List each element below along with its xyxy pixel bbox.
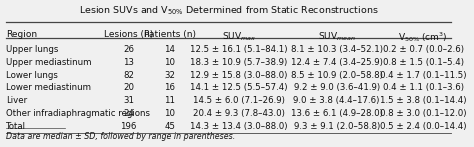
Text: 10: 10 — [164, 58, 175, 67]
Text: 14.1 ± 12.5 (5.5–57.4): 14.1 ± 12.5 (5.5–57.4) — [190, 83, 288, 92]
Text: Other infradiaphragmatic regions: Other infradiaphragmatic regions — [6, 109, 150, 118]
Text: 14.5 ± 6.0 (7.1–26.9): 14.5 ± 6.0 (7.1–26.9) — [193, 96, 285, 105]
Text: Lesion SUVs and V$_{50\%}$ Determined from Static Reconstructions: Lesion SUVs and V$_{50\%}$ Determined fr… — [79, 5, 378, 17]
Text: 13: 13 — [123, 58, 134, 67]
Text: 0.8 ± 3.0 (0.1–12.0): 0.8 ± 3.0 (0.1–12.0) — [380, 109, 466, 118]
Text: Upper mediastinum: Upper mediastinum — [6, 58, 91, 67]
Text: 20.4 ± 9.3 (7.8–43.0): 20.4 ± 9.3 (7.8–43.0) — [193, 109, 285, 118]
Text: 8.1 ± 10.3 (3.4–52.1): 8.1 ± 10.3 (3.4–52.1) — [291, 45, 383, 54]
Text: 14.3 ± 13.4 (3.0–88.0): 14.3 ± 13.4 (3.0–88.0) — [190, 122, 288, 131]
Text: Data are median ± SD, followed by range in parentheses.: Data are median ± SD, followed by range … — [6, 132, 235, 141]
Text: 12.5 ± 16.1 (5.1–84.1): 12.5 ± 16.1 (5.1–84.1) — [190, 45, 288, 54]
Text: 12.4 ± 7.4 (3.4–25.9): 12.4 ± 7.4 (3.4–25.9) — [291, 58, 383, 67]
Text: SUV$_{mean}$: SUV$_{mean}$ — [318, 30, 356, 43]
Text: 9.3 ± 9.1 (2.0–58.8): 9.3 ± 9.1 (2.0–58.8) — [293, 122, 380, 131]
Text: 14: 14 — [164, 45, 175, 54]
Text: 31: 31 — [123, 96, 134, 105]
Text: 11: 11 — [164, 96, 175, 105]
Text: Lesions (n): Lesions (n) — [104, 30, 153, 39]
Text: Liver: Liver — [6, 96, 27, 105]
Text: 20: 20 — [123, 83, 134, 92]
Text: V$_{50\%}$ (cm$^3$): V$_{50\%}$ (cm$^3$) — [398, 30, 448, 44]
Text: 82: 82 — [123, 71, 134, 80]
Text: 0.8 ± 1.5 (0.1–5.4): 0.8 ± 1.5 (0.1–5.4) — [383, 58, 464, 67]
Text: 13.6 ± 6.1 (4.9–28.0): 13.6 ± 6.1 (4.9–28.0) — [291, 109, 383, 118]
Text: 1.5 ± 3.8 (0.1–14.4): 1.5 ± 3.8 (0.1–14.4) — [380, 96, 466, 105]
Text: Patients (n): Patients (n) — [144, 30, 196, 39]
Text: 9.0 ± 3.8 (4.4–17.6): 9.0 ± 3.8 (4.4–17.6) — [293, 96, 380, 105]
Text: 0.4 ± 1.1 (0.1–3.6): 0.4 ± 1.1 (0.1–3.6) — [383, 83, 464, 92]
Text: 10: 10 — [164, 109, 175, 118]
Text: Lower mediastinum: Lower mediastinum — [6, 83, 91, 92]
Text: 24: 24 — [123, 109, 134, 118]
Text: Lower lungs: Lower lungs — [6, 71, 58, 80]
Text: SUV$_{max}$: SUV$_{max}$ — [222, 30, 256, 43]
Text: 9.2 ± 9.0 (3.6–41.9): 9.2 ± 9.0 (3.6–41.9) — [293, 83, 380, 92]
Text: 0.4 ± 1.7 (0.1–11.5): 0.4 ± 1.7 (0.1–11.5) — [380, 71, 466, 80]
Text: 196: 196 — [120, 122, 137, 131]
Text: Total: Total — [6, 122, 26, 131]
Text: 18.3 ± 10.9 (5.7–38.9): 18.3 ± 10.9 (5.7–38.9) — [190, 58, 288, 67]
Text: 45: 45 — [164, 122, 175, 131]
Text: 32: 32 — [164, 71, 175, 80]
Text: Upper lungs: Upper lungs — [6, 45, 58, 54]
Text: 12.9 ± 15.8 (3.0–88.0): 12.9 ± 15.8 (3.0–88.0) — [190, 71, 288, 80]
Text: 8.5 ± 10.9 (2.0–58.8): 8.5 ± 10.9 (2.0–58.8) — [291, 71, 383, 80]
Text: 0.2 ± 0.7 (0.0–2.6): 0.2 ± 0.7 (0.0–2.6) — [383, 45, 464, 54]
Text: 16: 16 — [164, 83, 175, 92]
Text: 26: 26 — [123, 45, 134, 54]
Text: 0.5 ± 2.4 (0.0–14.4): 0.5 ± 2.4 (0.0–14.4) — [380, 122, 466, 131]
Text: Region: Region — [6, 30, 37, 39]
